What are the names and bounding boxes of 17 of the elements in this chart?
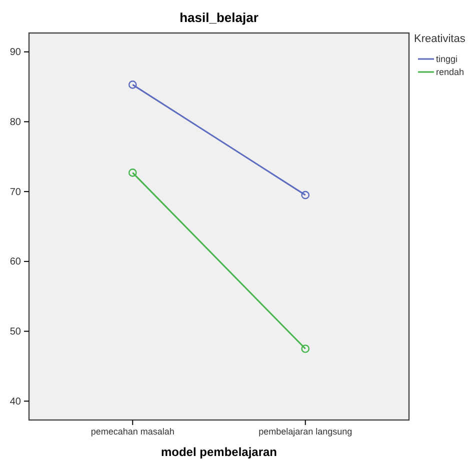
- x-axis-title: model pembelajaran: [160, 445, 278, 459]
- legend-label: tinggi: [436, 54, 458, 64]
- y-tick-label: 50: [10, 326, 22, 338]
- y-tick-label: 60: [10, 256, 22, 268]
- legend-title: Kreativitas: [414, 33, 466, 45]
- point: [301, 344, 310, 353]
- legend-label: rendah: [436, 67, 464, 77]
- y-tick-label: 40: [10, 396, 22, 408]
- point: [301, 190, 310, 200]
- x-tick-label: pemecahan masalah: [90, 426, 174, 436]
- x-tick-label: pembelajaran langsung: [258, 426, 352, 436]
- y-tick-label: 70: [10, 186, 22, 198]
- point: [128, 80, 137, 89]
- y-tick-label: 90: [10, 47, 22, 58]
- chart-title: hasil_belajar: [180, 10, 258, 25]
- point: [128, 168, 137, 177]
- y-tick-label: 80: [10, 116, 22, 128]
